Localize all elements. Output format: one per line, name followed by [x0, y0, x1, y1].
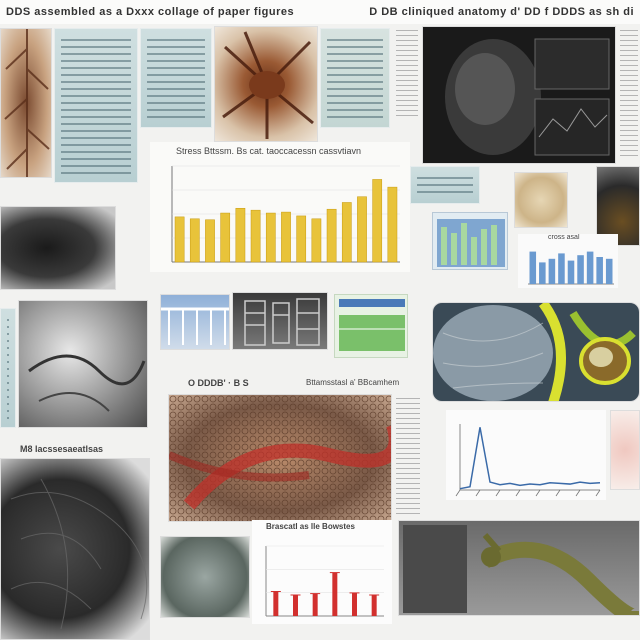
- line-chart-tick: [455, 489, 461, 497]
- colored-anatomy-scan-drawing: [433, 303, 636, 401]
- bar-chart-bar: [205, 219, 215, 263]
- small-bar-chart-bar: [567, 260, 575, 284]
- text-panel-d: [410, 166, 480, 204]
- red-bar-chart-bar: [371, 595, 377, 616]
- machinery-drawing: [244, 298, 320, 346]
- line-chart-panel: [446, 410, 606, 500]
- small-bar-chart-panel: cross asal: [518, 234, 618, 288]
- red-bar-chart-bar: [293, 595, 298, 616]
- main-bar-chart-panel: Stress Bttssm. Bs cat. taoccacessn cassv…: [150, 142, 410, 272]
- bar-chart-bar: [357, 196, 367, 263]
- text-panel-a: [54, 28, 138, 183]
- small-bar-chart-bar: [596, 257, 603, 284]
- small-bar-chart-bar: [586, 251, 594, 284]
- bar-chart-bar: [189, 218, 200, 263]
- bar-chart-bar: [265, 212, 276, 263]
- text-panel-b: [140, 28, 212, 128]
- red-bar-chart-bar: [332, 572, 338, 616]
- branching-tissue-photo: [0, 28, 52, 178]
- small-label-left: O DDDB' · B S: [188, 378, 249, 388]
- machinery-photo: [232, 292, 328, 350]
- bar-chart-bar: [174, 216, 185, 263]
- building-photo: [160, 294, 230, 350]
- small-bar-chart-bar: [548, 258, 556, 284]
- coiled-tissue-photo: [0, 458, 150, 640]
- collage-header: DDS assembled as a Dxxx collage of paper…: [0, 0, 640, 24]
- green-chart-thumbnail-drawing: [339, 299, 405, 351]
- small-chart-title: cross asal: [548, 234, 580, 241]
- dark-3d-scan-drawing: [445, 38, 610, 156]
- line-chart-tick: [535, 489, 541, 497]
- green-chart-thumbnail: [334, 294, 408, 358]
- line-chart-tick: [555, 489, 561, 497]
- small-bar-chart-bar: [539, 262, 546, 284]
- bar-chart-title: Stress Bttssm. Bs cat. taoccacessn cassv…: [176, 146, 362, 156]
- line-chart-series: [459, 427, 601, 490]
- red-bar-chart-bar: [312, 593, 318, 616]
- red-bar-chart: [265, 545, 384, 617]
- branching-tissue-drawing: [4, 29, 50, 177]
- main-bar-chart: [171, 165, 400, 263]
- line-chart: [455, 424, 601, 497]
- small-chart-thumbnail-a: [432, 212, 508, 270]
- bar-chart-bar: [326, 208, 337, 263]
- bar-chart-bar: [341, 202, 352, 263]
- header-title-right: D DB cliniqued anatomy d' DD f DDDS as s…: [369, 6, 634, 18]
- colored-anatomy-scan: [432, 302, 640, 402]
- small-bar-chart: [528, 251, 614, 285]
- lizard-photo: [398, 520, 640, 616]
- bar-chart-bar: [311, 218, 322, 263]
- dark-tissue-photo: [0, 206, 116, 290]
- microscope-photo: [160, 536, 250, 618]
- root-anatomy-photo: [214, 26, 318, 142]
- grey-organ-photo: [18, 300, 148, 428]
- small-bar-chart-bar: [605, 258, 613, 284]
- bar-chart-bar: [220, 212, 231, 263]
- grey-organ-drawing: [28, 354, 146, 412]
- bar-chart-bar: [296, 215, 307, 263]
- small-label-mid: Bttamsstasl a' BBcamhem: [306, 378, 400, 387]
- bar-chart-bar: [235, 207, 246, 263]
- small-chart-thumbnail-a-drawing: [437, 219, 505, 267]
- red-bar-chart-bar: [352, 592, 357, 616]
- coiled-tissue-drawing: [10, 478, 148, 630]
- text-column-a: [396, 30, 418, 120]
- line-chart-tick: [575, 489, 581, 497]
- line-chart-tick: [515, 489, 521, 497]
- bar-chart-bar: [281, 211, 291, 263]
- bar-chart-bar: [372, 179, 383, 263]
- scaled-skin-drawing: [169, 395, 391, 521]
- line-chart-tick: [495, 489, 501, 497]
- line-chart-tick: [595, 489, 601, 497]
- small-bar-chart-bar: [558, 253, 565, 284]
- scaled-skin-photo: [168, 394, 392, 522]
- header-title: DDS assembled as a Dxxx collage of paper…: [6, 6, 295, 18]
- text-panel-c: [320, 28, 390, 128]
- dark-3d-scan-photo: [422, 26, 616, 164]
- small-label-bottom: M8 lacssesaeatlsas: [20, 444, 104, 454]
- red-bar-chart-panel: Brascatl as lle Bowstes: [252, 520, 392, 624]
- pink-cell-photo: [610, 410, 640, 490]
- lizard-drawing: [403, 525, 639, 615]
- root-anatomy-drawing: [222, 31, 314, 139]
- lower-chart-title: Brascatl as lle Bowstes: [266, 522, 355, 531]
- text-column-b: [620, 30, 638, 160]
- building-drawing: [161, 307, 229, 345]
- sponge-tissue-photo: [514, 172, 568, 228]
- small-bar-chart-bar: [577, 255, 584, 284]
- small-bar-chart-bar: [529, 251, 537, 284]
- line-chart-tick: [475, 489, 481, 497]
- bar-chart-bar: [250, 209, 261, 263]
- bar-chart-bar: [387, 186, 398, 263]
- text-panel-e: [0, 308, 16, 428]
- red-bar-chart-bar: [273, 591, 279, 616]
- text-column-c: [396, 398, 420, 518]
